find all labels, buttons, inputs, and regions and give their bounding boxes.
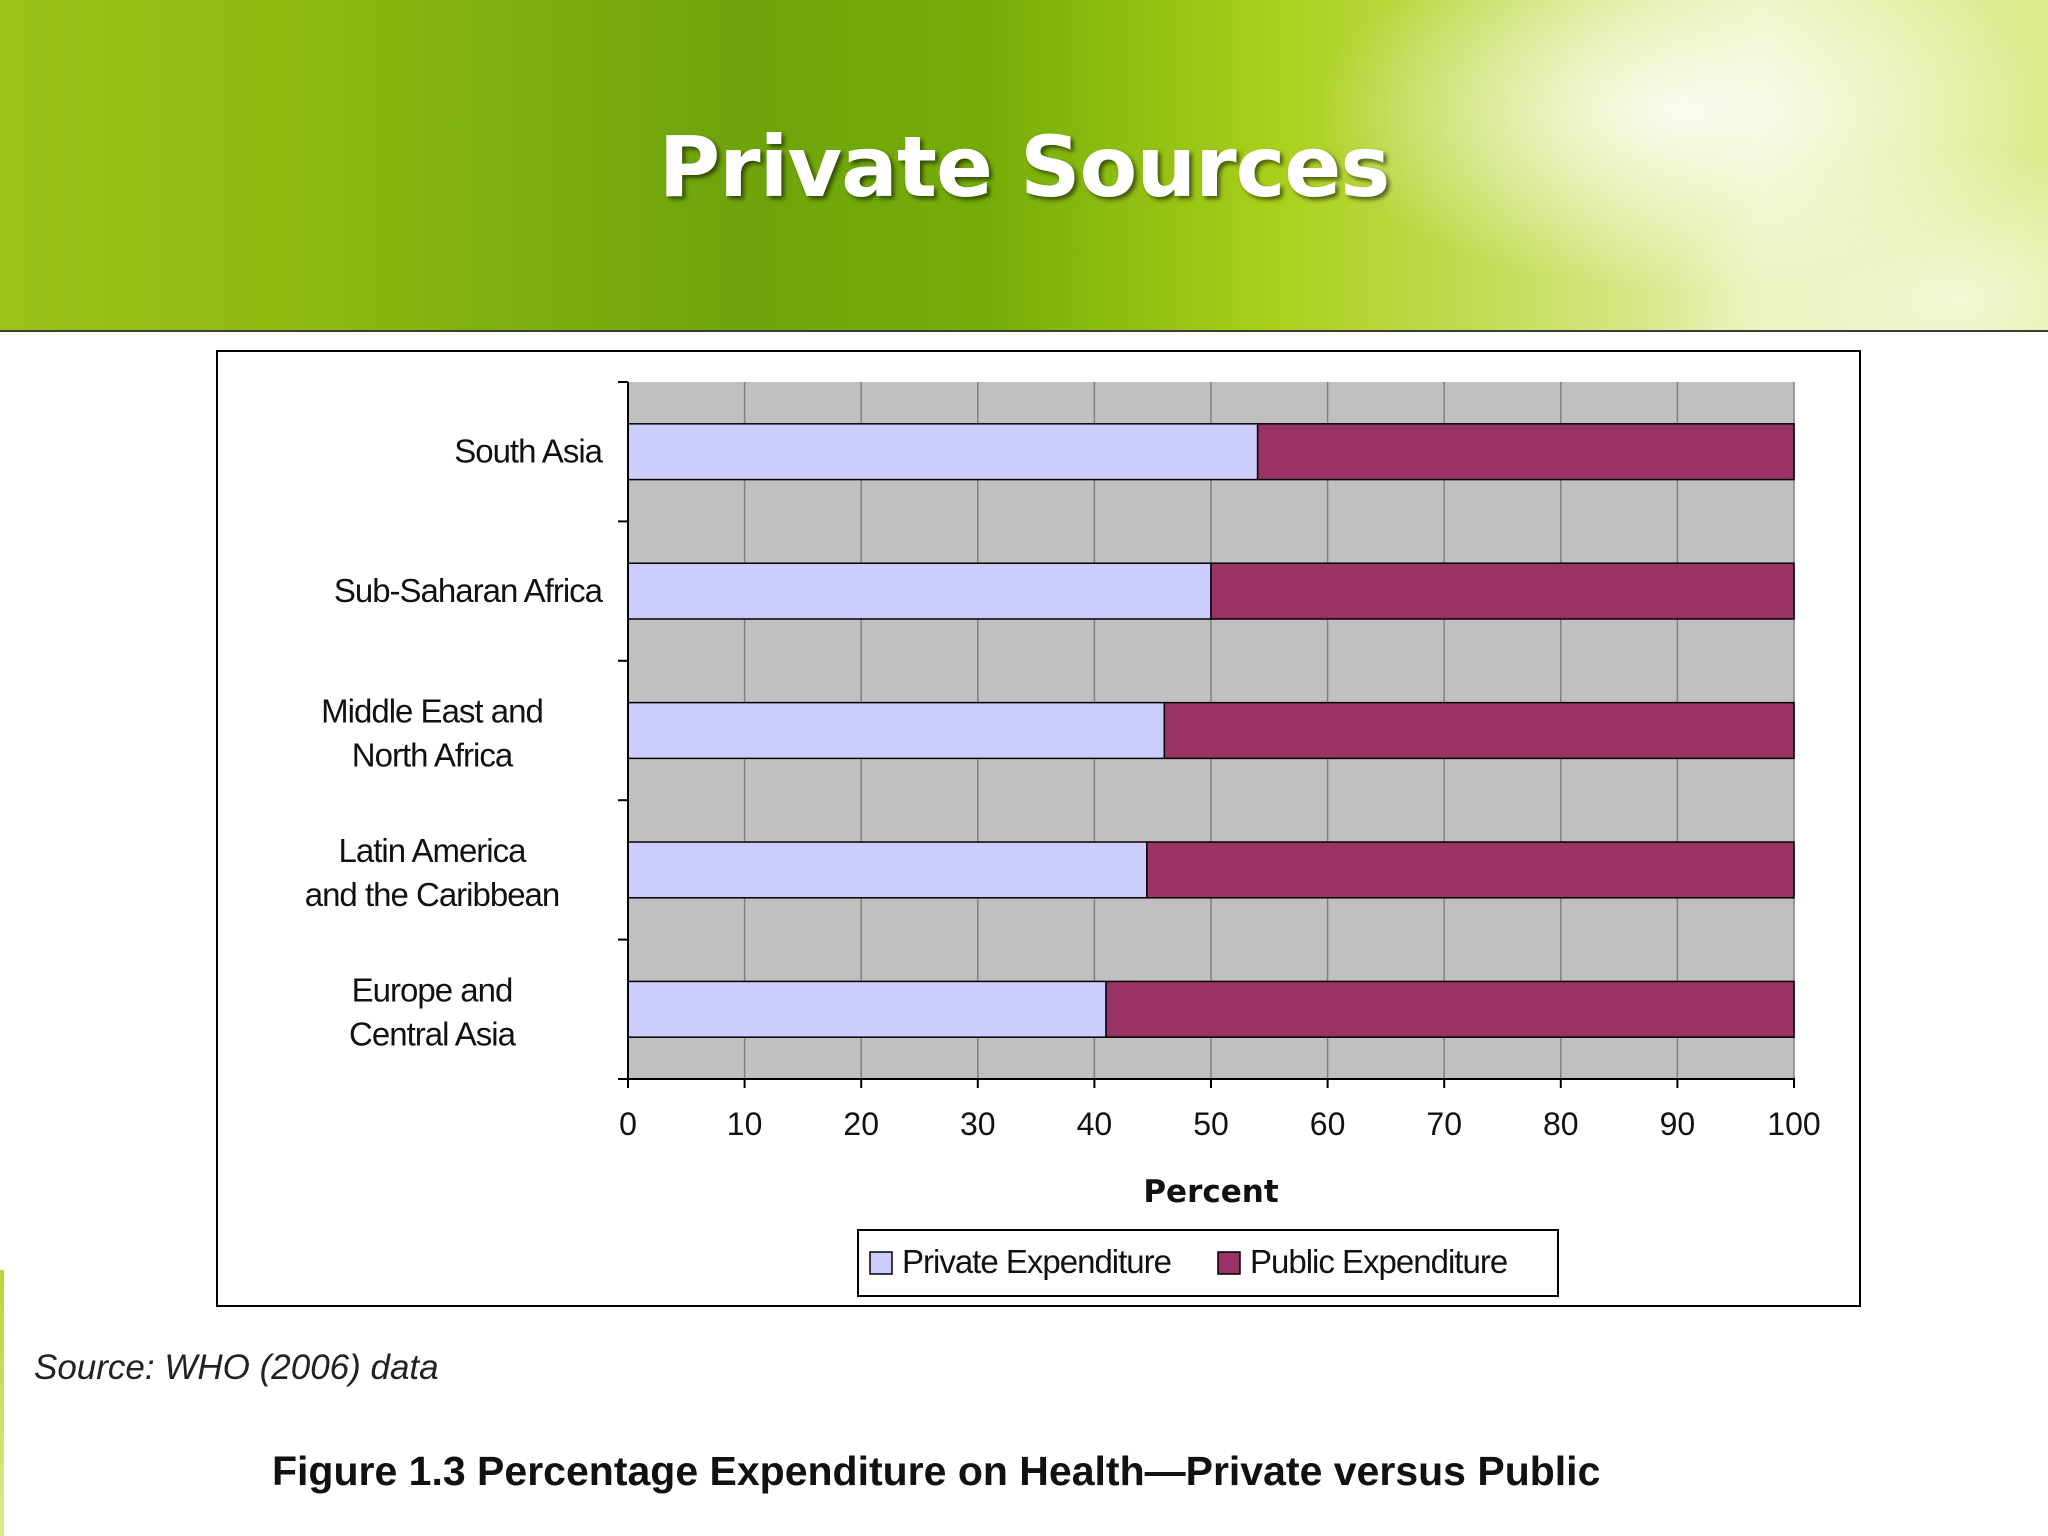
category-label: and the Caribbean <box>305 876 560 913</box>
x-tick-label: 70 <box>1426 1106 1462 1142</box>
bar-public-expenditure <box>1210 562 1795 620</box>
bar-public-expenditure <box>1163 701 1795 760</box>
x-tick-label: 30 <box>960 1106 996 1142</box>
category-label: Central Asia <box>349 1015 517 1052</box>
x-tick-label: 60 <box>1310 1106 1346 1142</box>
bar-private-expenditure <box>627 980 1107 1038</box>
source-note: Source: WHO (2006) data <box>34 1348 439 1387</box>
legend-label: Public Expenditure <box>1250 1243 1507 1280</box>
category-label: Sub-Saharan Africa <box>334 572 604 609</box>
title-banner: Private Sources <box>0 0 2048 332</box>
x-axis-title: Percent <box>1143 1174 1279 1210</box>
legend-swatch <box>1217 1251 1241 1275</box>
x-tick-label: 0 <box>619 1106 637 1142</box>
category-label: Middle East and <box>321 693 543 730</box>
bar-private-expenditure <box>627 841 1148 899</box>
bar-private-expenditure <box>627 562 1212 620</box>
x-tick-label: 80 <box>1543 1106 1579 1142</box>
bar-private-expenditure <box>627 701 1166 760</box>
category-label: Latin America <box>339 832 528 869</box>
bar-private-expenditure <box>627 423 1259 481</box>
legend-swatch <box>869 1251 893 1275</box>
left-accent-bar <box>0 1270 4 1536</box>
category-label: South Asia <box>454 433 603 470</box>
stacked-bar-chart: South Asia Sub-Saharan Africa Middle East … <box>305 381 1821 1297</box>
bar-public-expenditure <box>1105 980 1795 1038</box>
legend-box <box>857 1229 1559 1297</box>
category-label: Europe and <box>352 971 513 1008</box>
x-tick-label: 10 <box>727 1106 763 1142</box>
bar-public-expenditure <box>1146 841 1795 899</box>
x-tick-label: 90 <box>1660 1106 1696 1142</box>
x-tick-label: 50 <box>1193 1106 1229 1142</box>
slide-title: Private Sources <box>658 118 1391 216</box>
figure-caption: Figure 1.3 Percentage Expenditure on Hea… <box>272 1448 1601 1494</box>
x-tick-label: 20 <box>843 1106 879 1142</box>
x-tick-label: 100 <box>1767 1106 1820 1142</box>
chart-frame: South Asia Sub-Saharan Africa Middle East … <box>216 350 1861 1307</box>
legend-label: Private Expenditure <box>902 1243 1171 1280</box>
category-label: North Africa <box>352 737 514 774</box>
x-tick-label: 40 <box>1077 1106 1113 1142</box>
bar-public-expenditure <box>1256 423 1795 481</box>
